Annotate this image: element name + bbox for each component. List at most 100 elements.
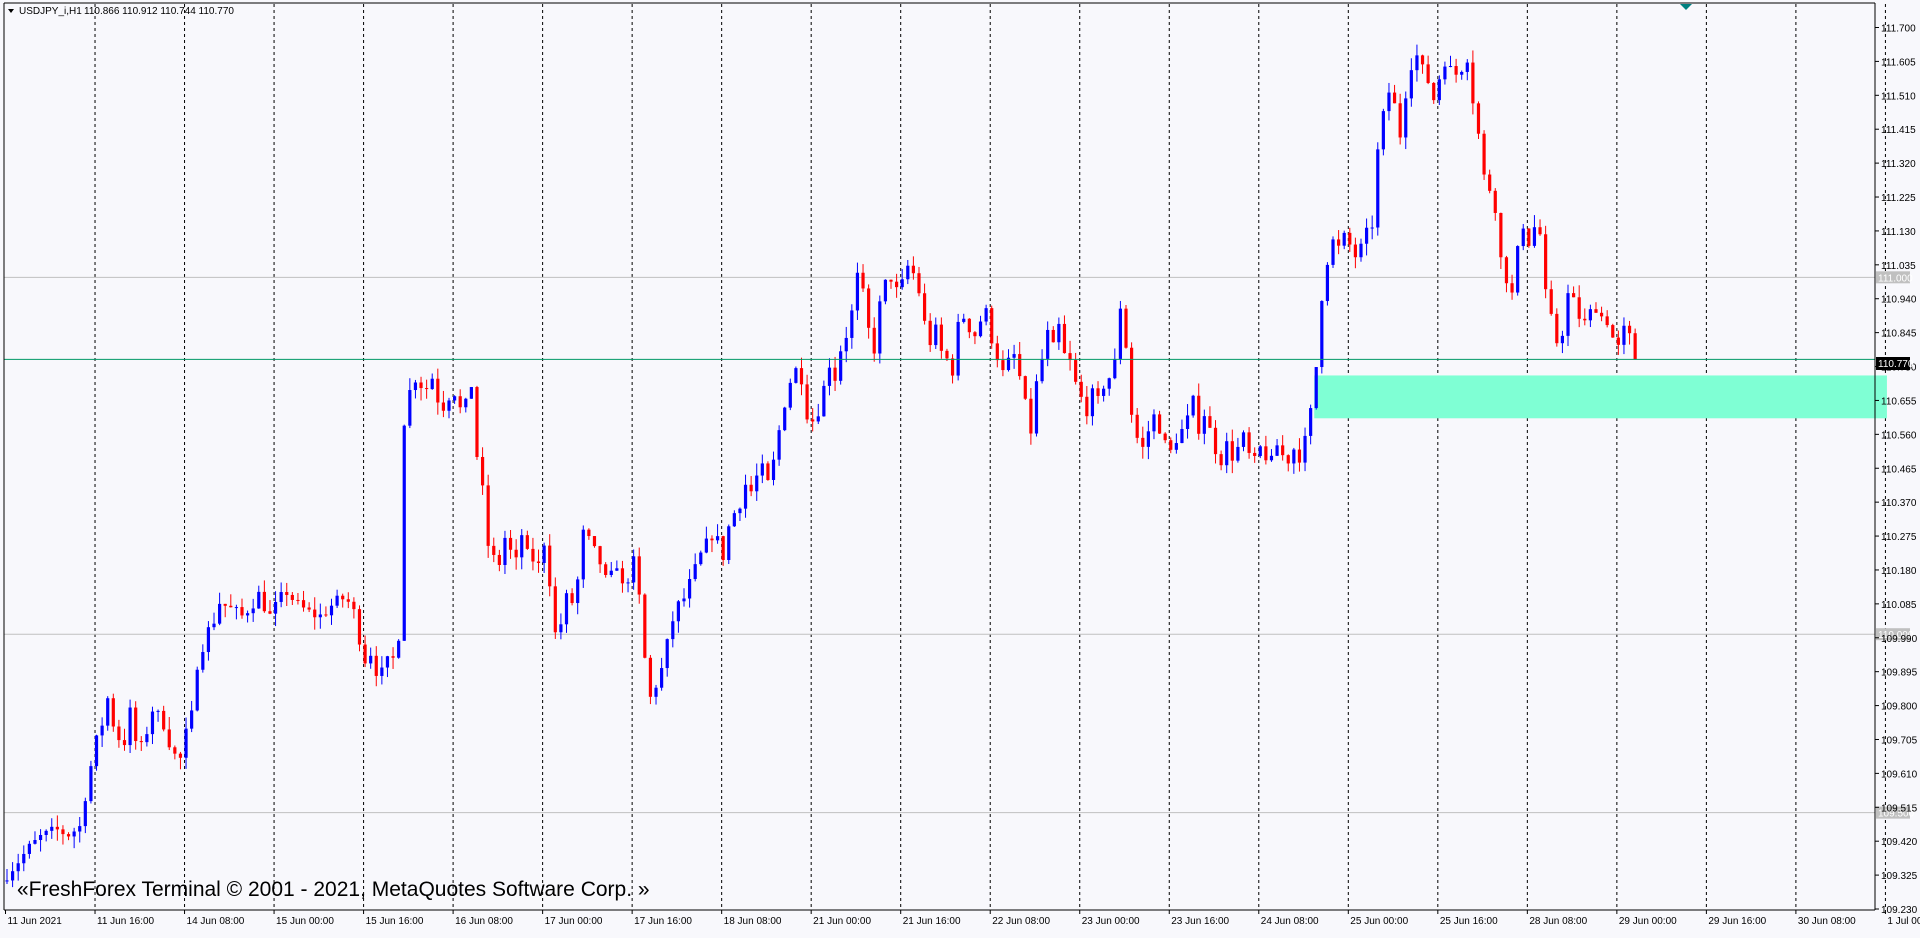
candle-body bbox=[1499, 212, 1503, 258]
candle-body bbox=[637, 556, 641, 595]
candle-body bbox=[397, 640, 401, 658]
grid bbox=[94, 4, 1886, 910]
candle-body bbox=[883, 279, 888, 302]
candle bbox=[1448, 55, 1453, 68]
time-tick-label: 21 Jun 00:00 bbox=[813, 916, 871, 927]
candle-body bbox=[1281, 445, 1285, 456]
candle-body bbox=[1258, 446, 1262, 456]
candle-body bbox=[16, 863, 20, 872]
candle bbox=[122, 728, 127, 751]
candle bbox=[1549, 280, 1553, 316]
candle-body bbox=[1420, 55, 1425, 65]
candle-body bbox=[206, 627, 211, 653]
candle-body bbox=[106, 698, 110, 726]
candle bbox=[850, 304, 854, 349]
candle-body bbox=[1180, 428, 1184, 444]
price-tick-label: 111.415 bbox=[1881, 125, 1916, 136]
candle-body bbox=[94, 735, 99, 767]
candle bbox=[1415, 44, 1419, 82]
candle bbox=[1359, 238, 1363, 262]
candle bbox=[313, 597, 317, 630]
candle-body bbox=[341, 595, 345, 600]
candle bbox=[1157, 410, 1162, 434]
candle bbox=[1001, 350, 1005, 377]
candle-body bbox=[1297, 449, 1302, 463]
candle bbox=[145, 726, 149, 747]
candle-body bbox=[615, 568, 619, 571]
candle-body bbox=[1516, 246, 1520, 293]
price-tick-label: 111.320 bbox=[1881, 159, 1916, 170]
candle-body bbox=[906, 265, 910, 280]
candle bbox=[1107, 377, 1111, 396]
price-tick-label: 110.085 bbox=[1881, 600, 1917, 611]
candle-body bbox=[419, 382, 423, 389]
candle bbox=[268, 600, 272, 615]
candle-body bbox=[1163, 433, 1167, 441]
candle bbox=[229, 594, 233, 608]
candle bbox=[464, 397, 468, 413]
candle-body bbox=[436, 378, 440, 403]
candle bbox=[72, 827, 76, 849]
candle bbox=[218, 592, 222, 626]
candle-body bbox=[1398, 103, 1402, 138]
candle-body bbox=[218, 603, 222, 624]
candle-body bbox=[89, 766, 93, 802]
candle-body bbox=[1493, 190, 1497, 213]
candle bbox=[397, 639, 401, 659]
candle bbox=[173, 745, 177, 760]
time-tick-label: 22 Jun 08:00 bbox=[992, 916, 1050, 927]
candle bbox=[682, 588, 686, 607]
candle-body bbox=[190, 710, 194, 729]
candle bbox=[872, 317, 876, 362]
price-axis[interactable]: 111.700 111.605 111.510 111.415 111.320 111.2… bbox=[1875, 24, 1918, 917]
candle-body bbox=[201, 652, 205, 670]
chart-shift-marker-icon[interactable] bbox=[1680, 4, 1692, 10]
candle-body bbox=[581, 529, 585, 580]
candle bbox=[201, 644, 205, 673]
candle-body bbox=[156, 710, 160, 712]
candle bbox=[83, 797, 87, 834]
candle bbox=[990, 305, 994, 349]
candle-body bbox=[1572, 293, 1576, 298]
candle bbox=[609, 561, 613, 578]
candle-body bbox=[1538, 227, 1542, 235]
support-zone[interactable] bbox=[1314, 375, 1887, 419]
candle-body bbox=[542, 545, 546, 563]
candle bbox=[1085, 386, 1089, 425]
candle bbox=[1006, 349, 1011, 372]
candle-body bbox=[559, 624, 563, 633]
candle bbox=[363, 635, 367, 668]
candle-body bbox=[1521, 228, 1525, 247]
candle-body bbox=[945, 350, 949, 359]
candle bbox=[66, 832, 71, 841]
candle bbox=[307, 602, 311, 613]
candle-body bbox=[520, 535, 524, 558]
candle bbox=[206, 621, 211, 661]
candle-body bbox=[1426, 64, 1430, 83]
candle bbox=[1527, 228, 1531, 248]
candle-body bbox=[1331, 239, 1335, 265]
candle bbox=[766, 461, 770, 481]
chevron-down-icon[interactable] bbox=[8, 9, 14, 13]
candle-body bbox=[453, 396, 457, 401]
candle bbox=[436, 368, 440, 415]
candle-body bbox=[794, 368, 798, 383]
candle-body bbox=[1046, 329, 1050, 359]
candle-body bbox=[391, 656, 395, 658]
time-axis[interactable]: 11 Jun 2021 11 Jun 16:00 14 Jun 08:00 15 Ju… bbox=[5, 910, 1920, 927]
candle-body bbox=[1376, 149, 1380, 228]
candle bbox=[1443, 61, 1447, 85]
candle bbox=[408, 378, 412, 429]
candle bbox=[1465, 59, 1469, 81]
candle-body bbox=[262, 591, 266, 612]
candle-body bbox=[1504, 257, 1509, 284]
candle bbox=[1588, 304, 1592, 328]
candle bbox=[564, 589, 569, 633]
candle bbox=[1023, 375, 1027, 401]
candle bbox=[1594, 302, 1598, 313]
candle bbox=[385, 655, 390, 678]
candle bbox=[693, 553, 697, 582]
candle bbox=[962, 313, 966, 324]
